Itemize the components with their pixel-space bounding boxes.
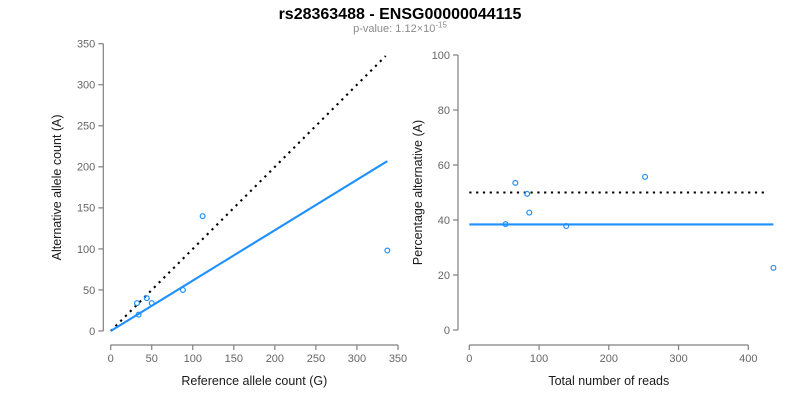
data-point: [563, 223, 570, 230]
x-tick-label: 50: [146, 353, 158, 365]
y-tick-label: 100: [77, 244, 95, 256]
y-tick-label: 350: [77, 39, 95, 51]
data-point: [133, 300, 140, 307]
x-tick-label: 200: [266, 353, 284, 365]
data-point: [384, 247, 391, 254]
pvalue-base: 1.12×10: [395, 23, 436, 35]
y-tick-label: 250: [77, 121, 95, 133]
data-point: [179, 286, 186, 293]
y-axis-title: Percentage alternative (A): [411, 120, 425, 265]
y-tick-label: 100: [432, 50, 450, 62]
x-tick-label: 0: [466, 353, 472, 365]
figure-title: rs28363488 - ENSG00000044115: [278, 6, 522, 23]
data-point: [512, 179, 519, 186]
x-tick-label: 100: [530, 353, 548, 365]
data-point: [199, 213, 206, 220]
y-tick-label: 20: [438, 270, 450, 282]
pvalue-prefix: p-value:: [353, 23, 396, 35]
data-point: [770, 264, 777, 271]
data-point: [148, 300, 155, 307]
x-tick-label: 0: [108, 353, 114, 365]
y-tick-label: 200: [77, 162, 95, 174]
y-axis-title: Alternative allele count (A): [50, 114, 64, 260]
x-tick-label: 350: [389, 353, 407, 365]
y-tick-label: 60: [438, 160, 450, 172]
x-tick-label: 300: [348, 353, 366, 365]
data-point: [642, 173, 649, 180]
x-tick-label: 100: [184, 353, 202, 365]
data-point: [526, 209, 533, 216]
y-tick-label: 50: [83, 285, 95, 297]
figure-subtitle: p-value: 1.12×10-15: [0, 20, 800, 35]
y-tick-label: 0: [444, 325, 450, 337]
x-axis-title: Total number of reads: [548, 374, 669, 388]
x-tick-label: 200: [600, 353, 618, 365]
allele-counts-scatter: 0 50 100 150 200 250 300 350 0 50 100 150 200 250 300 3…: [50, 39, 407, 388]
y-tick-label: 40: [438, 215, 450, 227]
x-tick-label: 150: [225, 353, 243, 365]
x-tick-label: 400: [739, 353, 757, 365]
percentage-vs-coverage-scatter: 0 20 40 60 80 100 0 100 200 300 400 Total number of…: [411, 50, 777, 388]
expected-identity-line: [109, 55, 387, 332]
data-point: [143, 295, 150, 302]
pvalue-exponent: -15: [435, 20, 447, 30]
y-tick-label: 0: [89, 326, 95, 338]
x-tick-label: 250: [307, 353, 325, 365]
x-tick-label: 300: [669, 353, 687, 365]
y-tick-label: 80: [438, 105, 450, 117]
fitted-line: [110, 160, 388, 332]
data-point: [524, 190, 531, 197]
data-point: [502, 221, 509, 228]
x-axis-title: Reference allele count (G): [181, 374, 327, 388]
y-tick-label: 150: [77, 203, 95, 215]
data-point: [135, 311, 142, 318]
y-tick-label: 300: [77, 80, 95, 92]
